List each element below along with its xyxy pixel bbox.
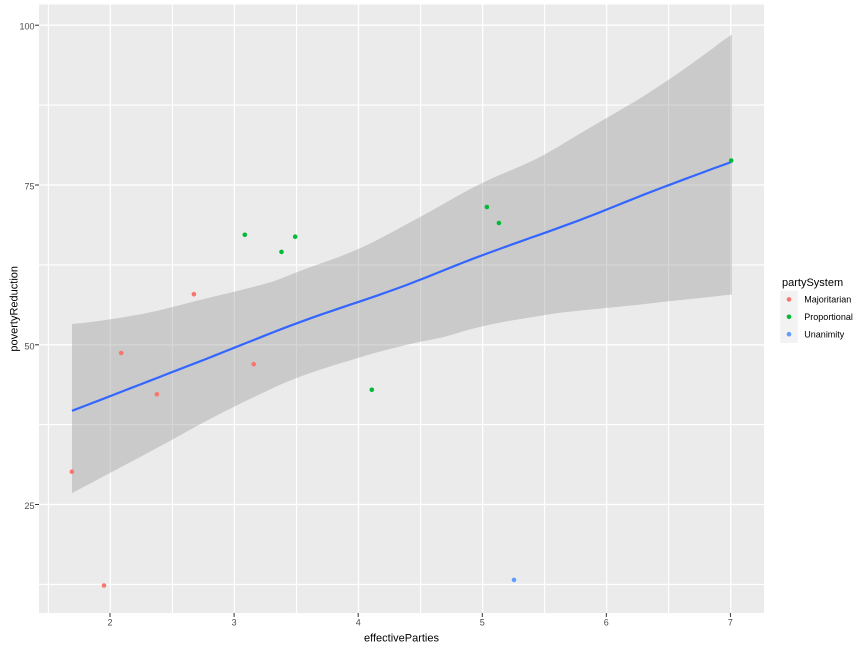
svg-text:5: 5 bbox=[480, 618, 485, 628]
svg-text:Unanimity: Unanimity bbox=[804, 329, 845, 339]
svg-text:4: 4 bbox=[356, 618, 361, 628]
svg-text:Majoritarian: Majoritarian bbox=[804, 295, 851, 305]
svg-text:partySystem: partySystem bbox=[782, 277, 843, 289]
svg-text:100: 100 bbox=[19, 22, 34, 32]
svg-text:povertyReduction: povertyReduction bbox=[8, 266, 20, 352]
svg-text:6: 6 bbox=[604, 618, 609, 628]
svg-text:25: 25 bbox=[24, 501, 34, 511]
svg-text:effectiveParties: effectiveParties bbox=[364, 633, 440, 645]
svg-text:Proportional: Proportional bbox=[804, 312, 853, 322]
svg-text:3: 3 bbox=[232, 618, 237, 628]
svg-text:7: 7 bbox=[728, 618, 733, 628]
svg-text:50: 50 bbox=[24, 341, 34, 351]
svg-text:2: 2 bbox=[107, 618, 112, 628]
svg-text:75: 75 bbox=[24, 182, 34, 192]
